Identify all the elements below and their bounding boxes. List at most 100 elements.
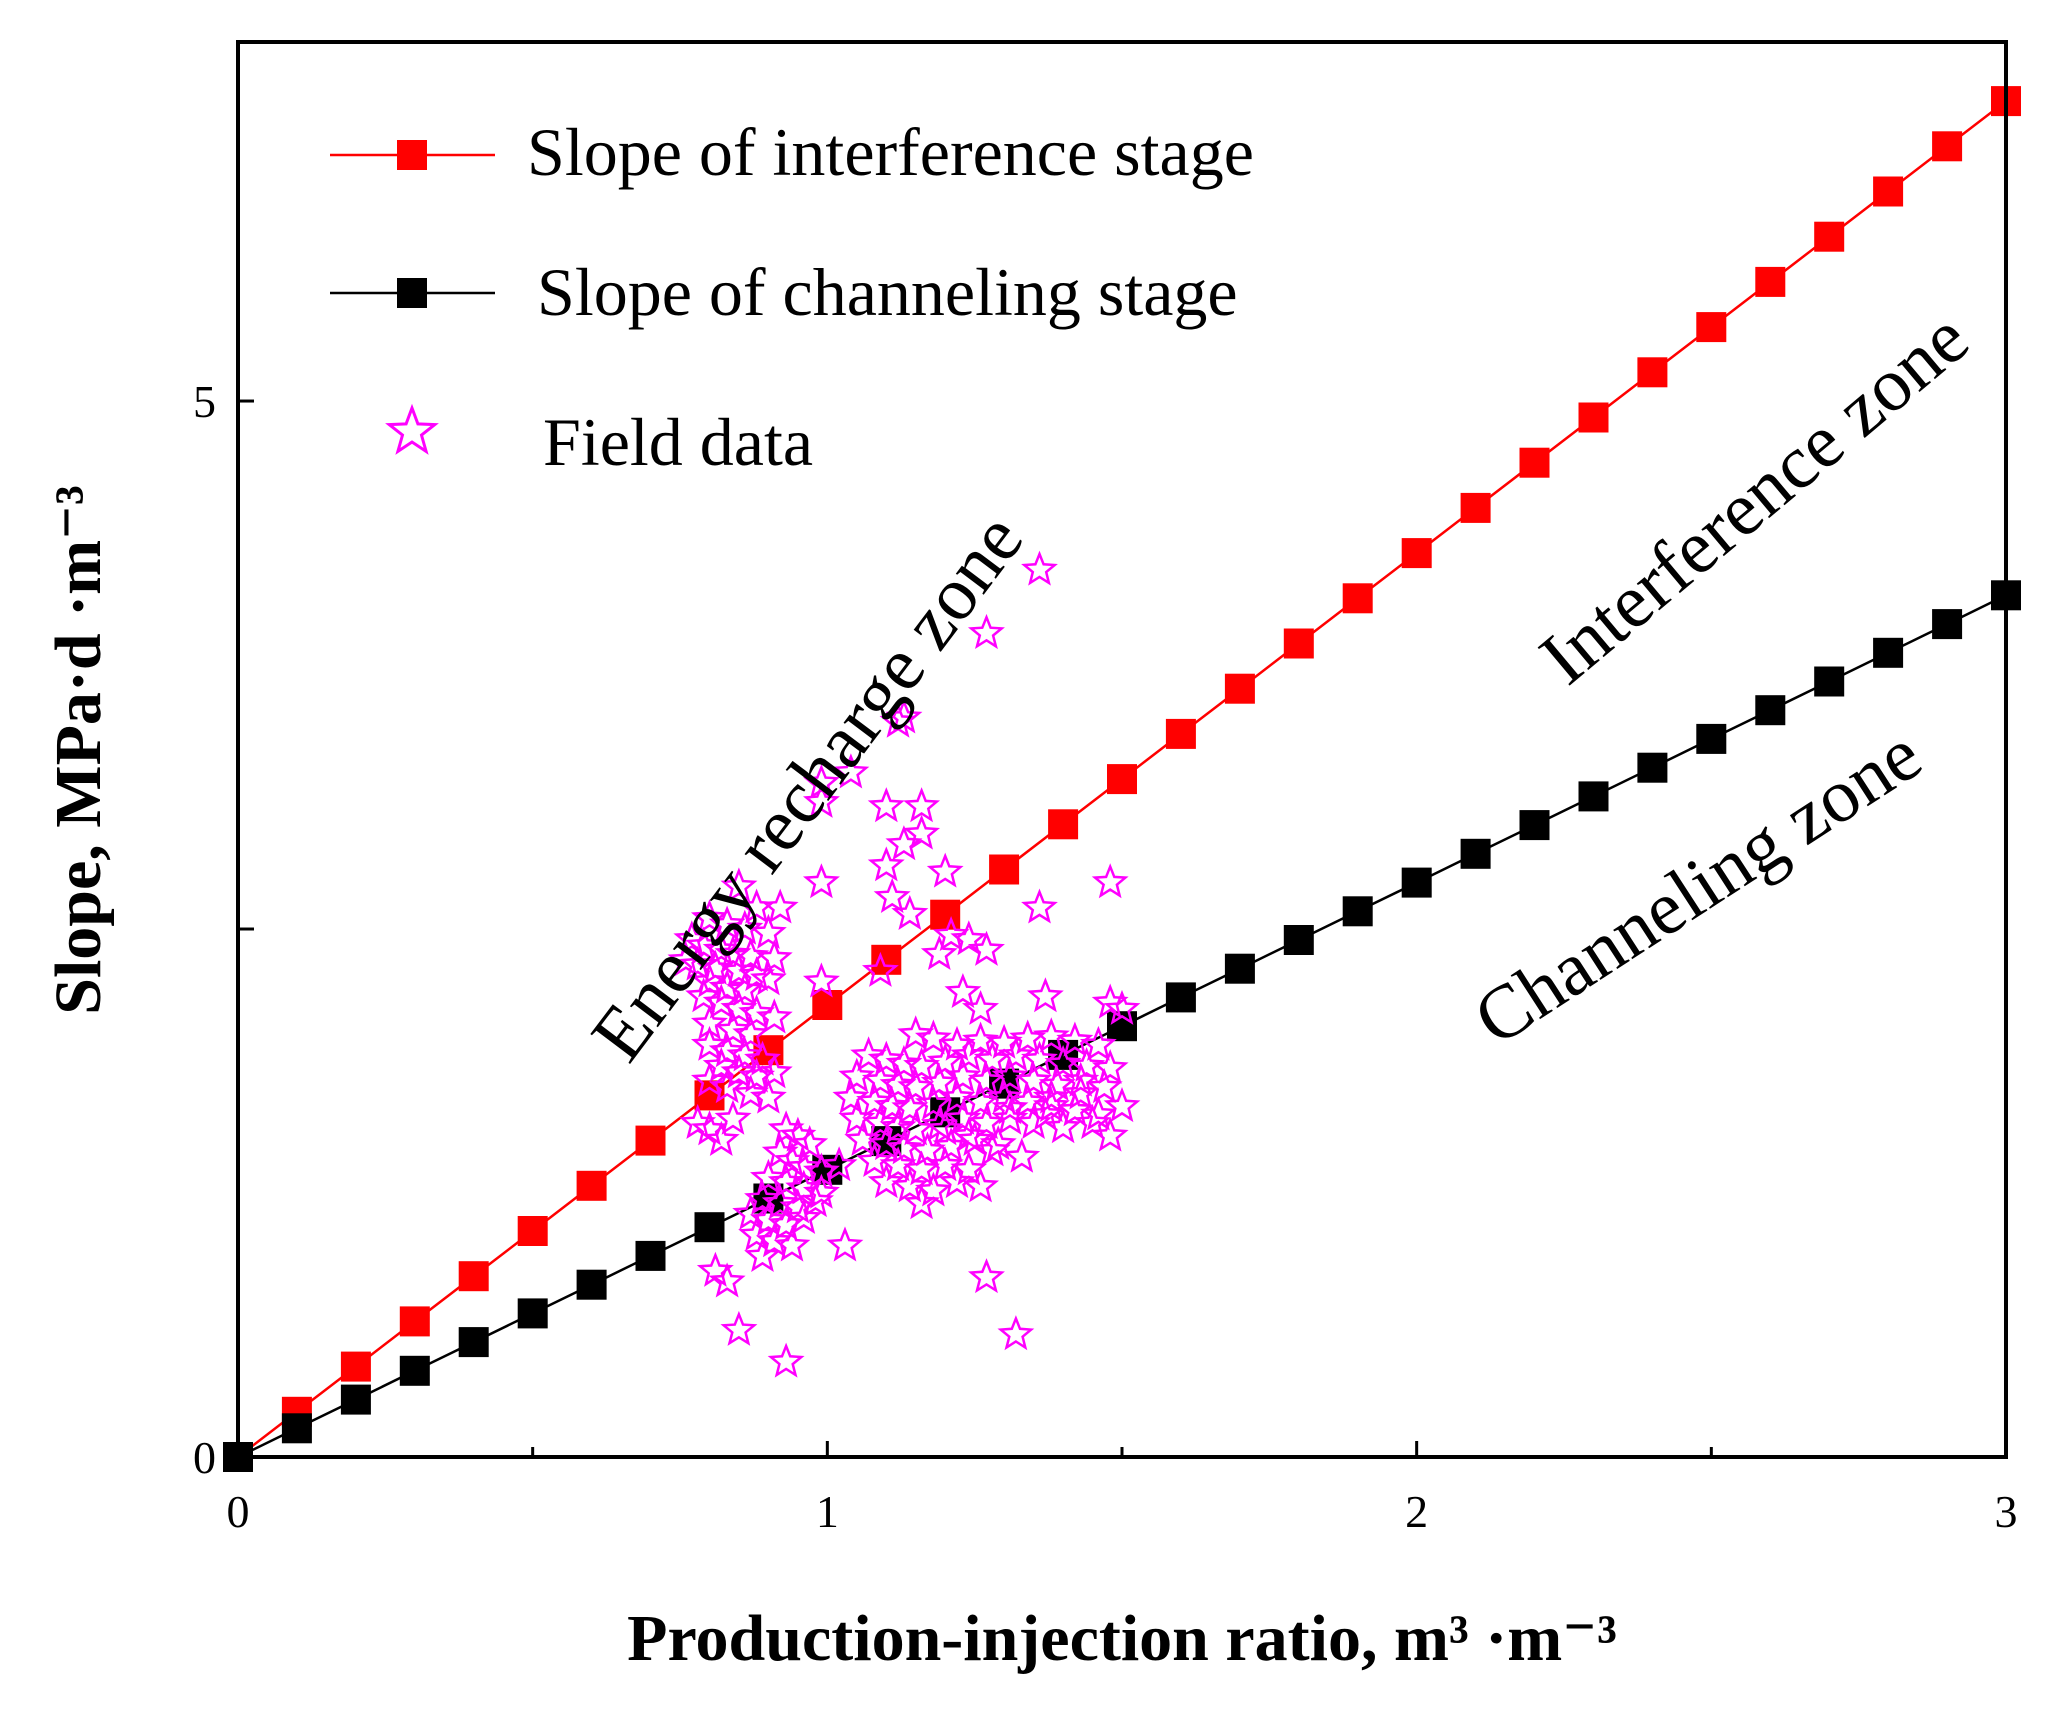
field-data-point <box>802 782 840 818</box>
series-marker-channeling <box>576 1269 607 1300</box>
series-marker-channeling <box>340 1384 371 1415</box>
field-data-point <box>926 1110 964 1146</box>
field-data-point <box>690 899 728 935</box>
legend: Slope of interference stage Slope of cha… <box>330 114 1254 480</box>
series-marker-channeling <box>1165 982 1196 1013</box>
field-data-point <box>744 1179 781 1216</box>
field-data-point <box>726 970 764 1006</box>
field-data-point <box>749 1158 787 1194</box>
field-data-point <box>944 1057 982 1093</box>
field-data-point <box>832 1078 870 1114</box>
field-data-point <box>861 1061 899 1097</box>
series-marker-interference <box>1048 809 1079 840</box>
legend-marker-interference <box>397 140 427 170</box>
series-marker-channeling <box>1814 666 1845 697</box>
series-marker-interference <box>635 1125 666 1156</box>
field-data-point <box>920 935 958 971</box>
field-data-point <box>679 1103 717 1140</box>
field-data-point <box>1068 1046 1106 1082</box>
field-data-point <box>844 1120 882 1156</box>
field-data-point <box>873 1087 911 1123</box>
field-data-point <box>1021 888 1058 924</box>
field-data-point <box>850 1036 888 1072</box>
field-data-point <box>1032 1086 1070 1123</box>
field-data-point <box>761 888 799 924</box>
field-data-point <box>755 998 793 1034</box>
field-data-point <box>903 787 941 823</box>
x-axis-title: Production-injection ratio, m³ ·m⁻³ <box>627 1602 1617 1675</box>
x-tick-label: 2 <box>1405 1486 1428 1537</box>
field-data-point <box>1021 550 1058 586</box>
field-data-point <box>932 916 970 952</box>
y-tick-label: 5 <box>193 376 216 427</box>
series-marker-interference <box>1932 131 1963 162</box>
legend-marker-channeling <box>397 278 427 308</box>
field-data-point <box>673 920 711 956</box>
series-marker-interference <box>1637 357 1668 388</box>
series-marker-channeling <box>458 1327 489 1358</box>
field-data-point <box>1091 983 1129 1019</box>
field-data-point <box>885 825 923 861</box>
field-data-point <box>944 973 982 1009</box>
series-marker-channeling <box>1578 781 1609 812</box>
field-data-point <box>873 877 911 914</box>
field-data-point <box>897 1015 935 1051</box>
series-marker-channeling <box>1224 953 1255 984</box>
field-data-point <box>714 935 752 971</box>
field-data-point <box>820 1146 858 1182</box>
field-data-point <box>938 1078 976 1114</box>
field-data-point <box>967 1258 1005 1294</box>
field-data-point <box>785 1199 823 1235</box>
field-data-point <box>1032 1017 1070 1053</box>
field-data-point <box>720 989 758 1025</box>
field-data-point <box>1062 1061 1100 1097</box>
field-data-point <box>1003 1137 1041 1173</box>
field-data-point <box>708 968 746 1004</box>
field-data-point <box>838 1099 876 1135</box>
field-data-point <box>708 1068 746 1104</box>
field-data-point <box>738 994 775 1030</box>
series-marker-channeling <box>1519 810 1550 841</box>
series-marker-interference <box>1283 628 1314 659</box>
series-marker-interference <box>812 990 843 1020</box>
field-data-point <box>773 1226 811 1262</box>
field-data-point <box>1044 1044 1082 1080</box>
field-data-point <box>950 1116 988 1152</box>
field-data-point <box>726 1036 764 1072</box>
field-data-point <box>720 1310 758 1346</box>
field-data-point <box>690 1025 728 1061</box>
field-data-point <box>867 846 905 882</box>
field-data-point <box>856 1082 893 1118</box>
field-data-point <box>702 983 740 1019</box>
series-marker-interference <box>458 1261 489 1292</box>
series-marker-interference <box>576 1170 607 1201</box>
field-data-point <box>867 1124 905 1161</box>
series-marker-channeling <box>1637 752 1668 783</box>
field-data-point <box>926 1042 964 1078</box>
field-data-point <box>667 941 705 977</box>
field-data-point <box>732 1074 770 1110</box>
x-tick-label: 3 <box>1995 1486 2018 1537</box>
field-data-point <box>791 1125 829 1161</box>
field-data-point <box>885 1129 923 1165</box>
series-marker-channeling <box>1755 695 1786 726</box>
field-data-point <box>991 1099 1029 1135</box>
field-data-point <box>738 1215 776 1251</box>
field-data-point <box>926 852 964 888</box>
field-data-point <box>1062 1074 1100 1110</box>
field-data-point <box>891 894 929 930</box>
field-data-point <box>962 1167 1000 1203</box>
series-marker-interference <box>1342 583 1373 614</box>
field-data-point <box>979 1125 1017 1161</box>
field-data-point <box>832 753 870 789</box>
series-marker-channeling <box>399 1355 430 1386</box>
field-data-point <box>826 1226 864 1262</box>
field-data-point <box>802 1173 840 1209</box>
series-marker-interference <box>399 1306 430 1337</box>
field-data-point <box>708 1032 746 1068</box>
field-data-point <box>997 1315 1035 1351</box>
field-data-layer <box>667 550 1141 1378</box>
legend-label-channeling: Slope of channeling stage <box>537 254 1238 330</box>
series-marker-channeling <box>281 1413 312 1444</box>
